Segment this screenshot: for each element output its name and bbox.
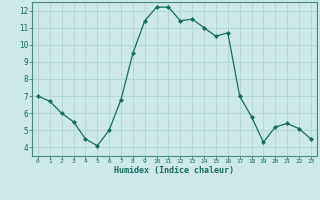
X-axis label: Humidex (Indice chaleur): Humidex (Indice chaleur) <box>115 166 234 175</box>
